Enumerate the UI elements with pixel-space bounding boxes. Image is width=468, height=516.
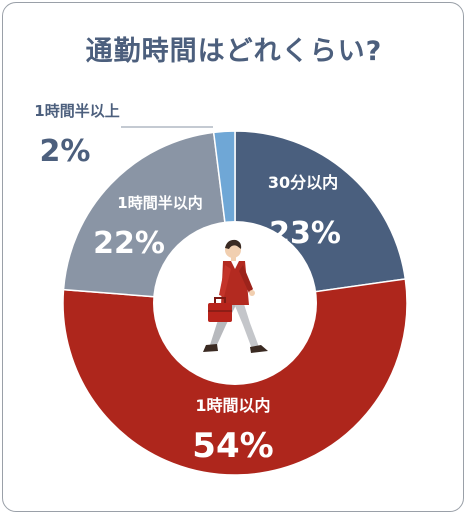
slice-percent-1h30-over: 2% [40, 134, 91, 169]
slice-label-30min: 30分以内 [268, 173, 338, 192]
slice-label-1h: 1時間以内 [195, 396, 270, 415]
slice-percent-1h30-within: 22% [93, 226, 165, 261]
walking-businessman-figure [203, 239, 268, 353]
donut-chart: 30分以内 23% 1時間以内 54% 1時間半以内 22% 1時間半以上 2% [34, 102, 408, 476]
slice-label-1h30-over: 1時間半以上 [34, 102, 119, 120]
slice-label-1h30-within: 1時間半以内 [117, 194, 202, 212]
slice-percent-1h: 54% [192, 426, 273, 466]
chart-card: 通勤時間はどれくらい? [2, 2, 464, 512]
slice-percent-30min: 23% [269, 216, 341, 251]
chart-title: 通勤時間はどれくらい? [85, 36, 383, 67]
